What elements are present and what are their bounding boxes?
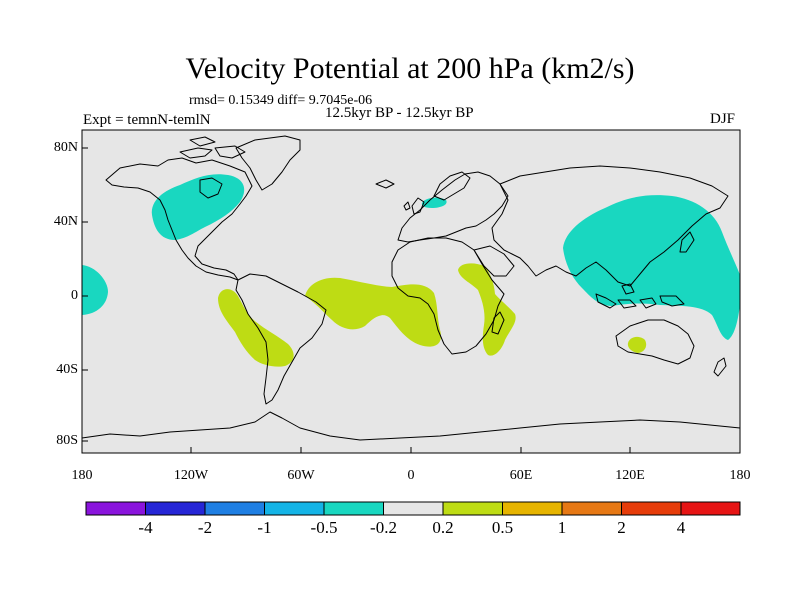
y-label-80n: 80N [53, 140, 78, 155]
coastlines [81, 135, 741, 441]
coast-iceland [375, 179, 395, 189]
coast-indonesia [595, 283, 685, 309]
coast-asia [491, 165, 729, 287]
colorbar-bin-4 [323, 501, 384, 516]
colorbar-label-2: -1 [257, 518, 272, 537]
region-africa-positive [458, 263, 516, 356]
coast-madagascar [491, 311, 505, 335]
coast-europe [397, 171, 509, 243]
coast-africa [391, 237, 505, 355]
colorbar-bin-8 [561, 501, 622, 516]
y-label-40n: 40N [53, 214, 78, 229]
region-australia-positive [627, 336, 647, 353]
coast-scandinavia [433, 171, 471, 201]
region-north-sea-negative [421, 197, 447, 208]
colorbar-bin-6 [442, 501, 503, 516]
colorbar-label-4: -0.2 [370, 518, 397, 537]
colorbar-bin-0 [85, 501, 146, 516]
colorbar-label-1: -2 [197, 518, 213, 537]
coast-greenland [235, 135, 301, 191]
x-label-120w: 120W [173, 468, 209, 483]
coast-australia [615, 319, 695, 365]
map-title: Velocity Potential at 200 hPa (km2/s) [185, 52, 635, 85]
region-west-pacific-asia-negative [563, 195, 740, 340]
colorbar-bin-7 [502, 501, 563, 516]
coast-south-america [235, 273, 327, 405]
x-label-0: 0 [407, 468, 415, 483]
colorbar-label-3: -0.5 [310, 518, 338, 537]
colorbar-label-9: 4 [676, 518, 686, 537]
region-north-america-negative [151, 174, 245, 240]
colorbar-bin-5 [383, 501, 444, 516]
x-label-180w: 180 [71, 468, 93, 483]
coast-hudson-bay [199, 177, 223, 199]
colorbar-label-0: -4 [138, 518, 153, 537]
period-text: 12.5kyr BP - 12.5kyr BP [325, 105, 474, 121]
colorbar-label-7: 1 [557, 518, 567, 537]
x-label-180e: 180 [729, 468, 751, 483]
x-label-120e: 120E [615, 468, 645, 483]
coast-north-america [105, 157, 253, 281]
coast-antarctica [81, 411, 741, 441]
coast-arctic-islands [179, 136, 246, 159]
shaded-regions [82, 174, 740, 367]
x-label-60e: 60E [509, 468, 533, 483]
colorbar-label-6: 0.5 [491, 518, 514, 537]
region-south-america-positive [218, 289, 294, 367]
x-label-60w: 60W [287, 468, 315, 483]
y-label-0: 0 [71, 288, 78, 303]
colorbar-label-8: 2 [617, 518, 626, 537]
y-label-80s: 80S [56, 433, 78, 448]
colorbar-bin-3 [264, 501, 325, 516]
colorbar-bin-1 [145, 501, 206, 516]
coast-arabia [473, 245, 515, 277]
coast-british-isles [403, 197, 425, 215]
colorbar-bin-2 [204, 501, 265, 516]
coast-japan [679, 231, 695, 253]
stats-text: rmsd= 0.15349 diff= 9.7045e-06 [189, 93, 373, 108]
coast-new-zealand [713, 357, 727, 377]
colorbar-bin-10 [680, 501, 741, 516]
region-east-pacific-negative [82, 265, 108, 315]
axis-ticks [81, 147, 741, 453]
colorbar-label-5: 0.2 [432, 518, 454, 537]
experiment-label: Expt = temnN-temlN [83, 112, 211, 128]
colorbar-bin-9 [621, 501, 682, 516]
y-label-40s: 40S [56, 362, 78, 377]
season-label: DJF [710, 111, 736, 127]
